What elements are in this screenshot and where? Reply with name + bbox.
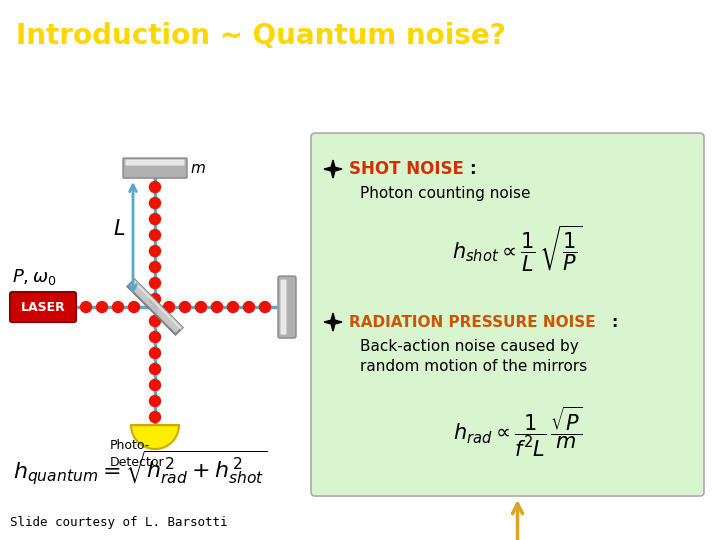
Circle shape	[179, 301, 191, 313]
Text: $h_{quantum} = \sqrt{h_{rad}^{\,2} + h_{shot}^{\,2}}$: $h_{quantum} = \sqrt{h_{rad}^{\,2} + h_{…	[13, 448, 267, 488]
Polygon shape	[131, 425, 179, 449]
Polygon shape	[132, 280, 183, 330]
Polygon shape	[324, 160, 342, 178]
Circle shape	[150, 411, 161, 422]
Text: $P,\omega_0$: $P,\omega_0$	[12, 267, 56, 287]
Circle shape	[163, 301, 174, 313]
Circle shape	[150, 395, 161, 407]
Text: RADIATION PRESSURE NOISE: RADIATION PRESSURE NOISE	[349, 314, 595, 329]
FancyBboxPatch shape	[281, 280, 287, 335]
Circle shape	[259, 301, 271, 313]
Circle shape	[196, 301, 207, 313]
Text: Introduction ~ Quantum noise?: Introduction ~ Quantum noise?	[16, 22, 505, 50]
Text: $h_{shot} \propto \dfrac{1}{L}\,\sqrt{\dfrac{1}{P}}$: $h_{shot} \propto \dfrac{1}{L}\,\sqrt{\d…	[452, 224, 583, 274]
Text: Back-action noise caused by: Back-action noise caused by	[360, 339, 579, 354]
Circle shape	[150, 230, 161, 240]
Circle shape	[96, 301, 107, 313]
Text: Photon counting noise: Photon counting noise	[360, 186, 531, 200]
Text: $h_{rad} \propto \dfrac{1}{f^2 L}\,\dfrac{\sqrt{P}}{m}$: $h_{rad} \propto \dfrac{1}{f^2 L}\,\dfra…	[453, 405, 582, 459]
Circle shape	[150, 261, 161, 273]
Circle shape	[150, 363, 161, 375]
Text: Photo-
Detector: Photo- Detector	[110, 439, 165, 469]
Text: LASER: LASER	[21, 301, 66, 314]
Text: :: :	[469, 160, 476, 178]
Text: m: m	[190, 160, 205, 176]
Circle shape	[150, 213, 161, 225]
Circle shape	[228, 301, 238, 313]
Text: Slide courtesy of L. Barsotti: Slide courtesy of L. Barsotti	[10, 516, 228, 529]
Circle shape	[150, 181, 161, 193]
Text: $L$: $L$	[113, 219, 125, 239]
FancyBboxPatch shape	[123, 158, 187, 178]
Text: random motion of the mirrors: random motion of the mirrors	[360, 359, 588, 374]
Polygon shape	[324, 313, 342, 331]
Circle shape	[150, 332, 161, 342]
Circle shape	[150, 315, 161, 327]
Text: :: :	[611, 314, 617, 329]
FancyArrowPatch shape	[513, 504, 523, 540]
Text: SHOT NOISE: SHOT NOISE	[349, 160, 464, 178]
Circle shape	[81, 301, 91, 313]
FancyBboxPatch shape	[311, 133, 704, 496]
Polygon shape	[127, 280, 183, 335]
Circle shape	[112, 301, 124, 313]
Circle shape	[65, 301, 76, 313]
Circle shape	[150, 278, 161, 288]
FancyBboxPatch shape	[10, 292, 76, 322]
Circle shape	[150, 348, 161, 359]
Circle shape	[243, 301, 254, 313]
Circle shape	[150, 246, 161, 256]
Circle shape	[212, 301, 222, 313]
Circle shape	[150, 294, 161, 305]
FancyBboxPatch shape	[278, 276, 296, 338]
Circle shape	[150, 198, 161, 208]
FancyBboxPatch shape	[125, 160, 184, 166]
Circle shape	[128, 301, 140, 313]
Circle shape	[150, 380, 161, 390]
